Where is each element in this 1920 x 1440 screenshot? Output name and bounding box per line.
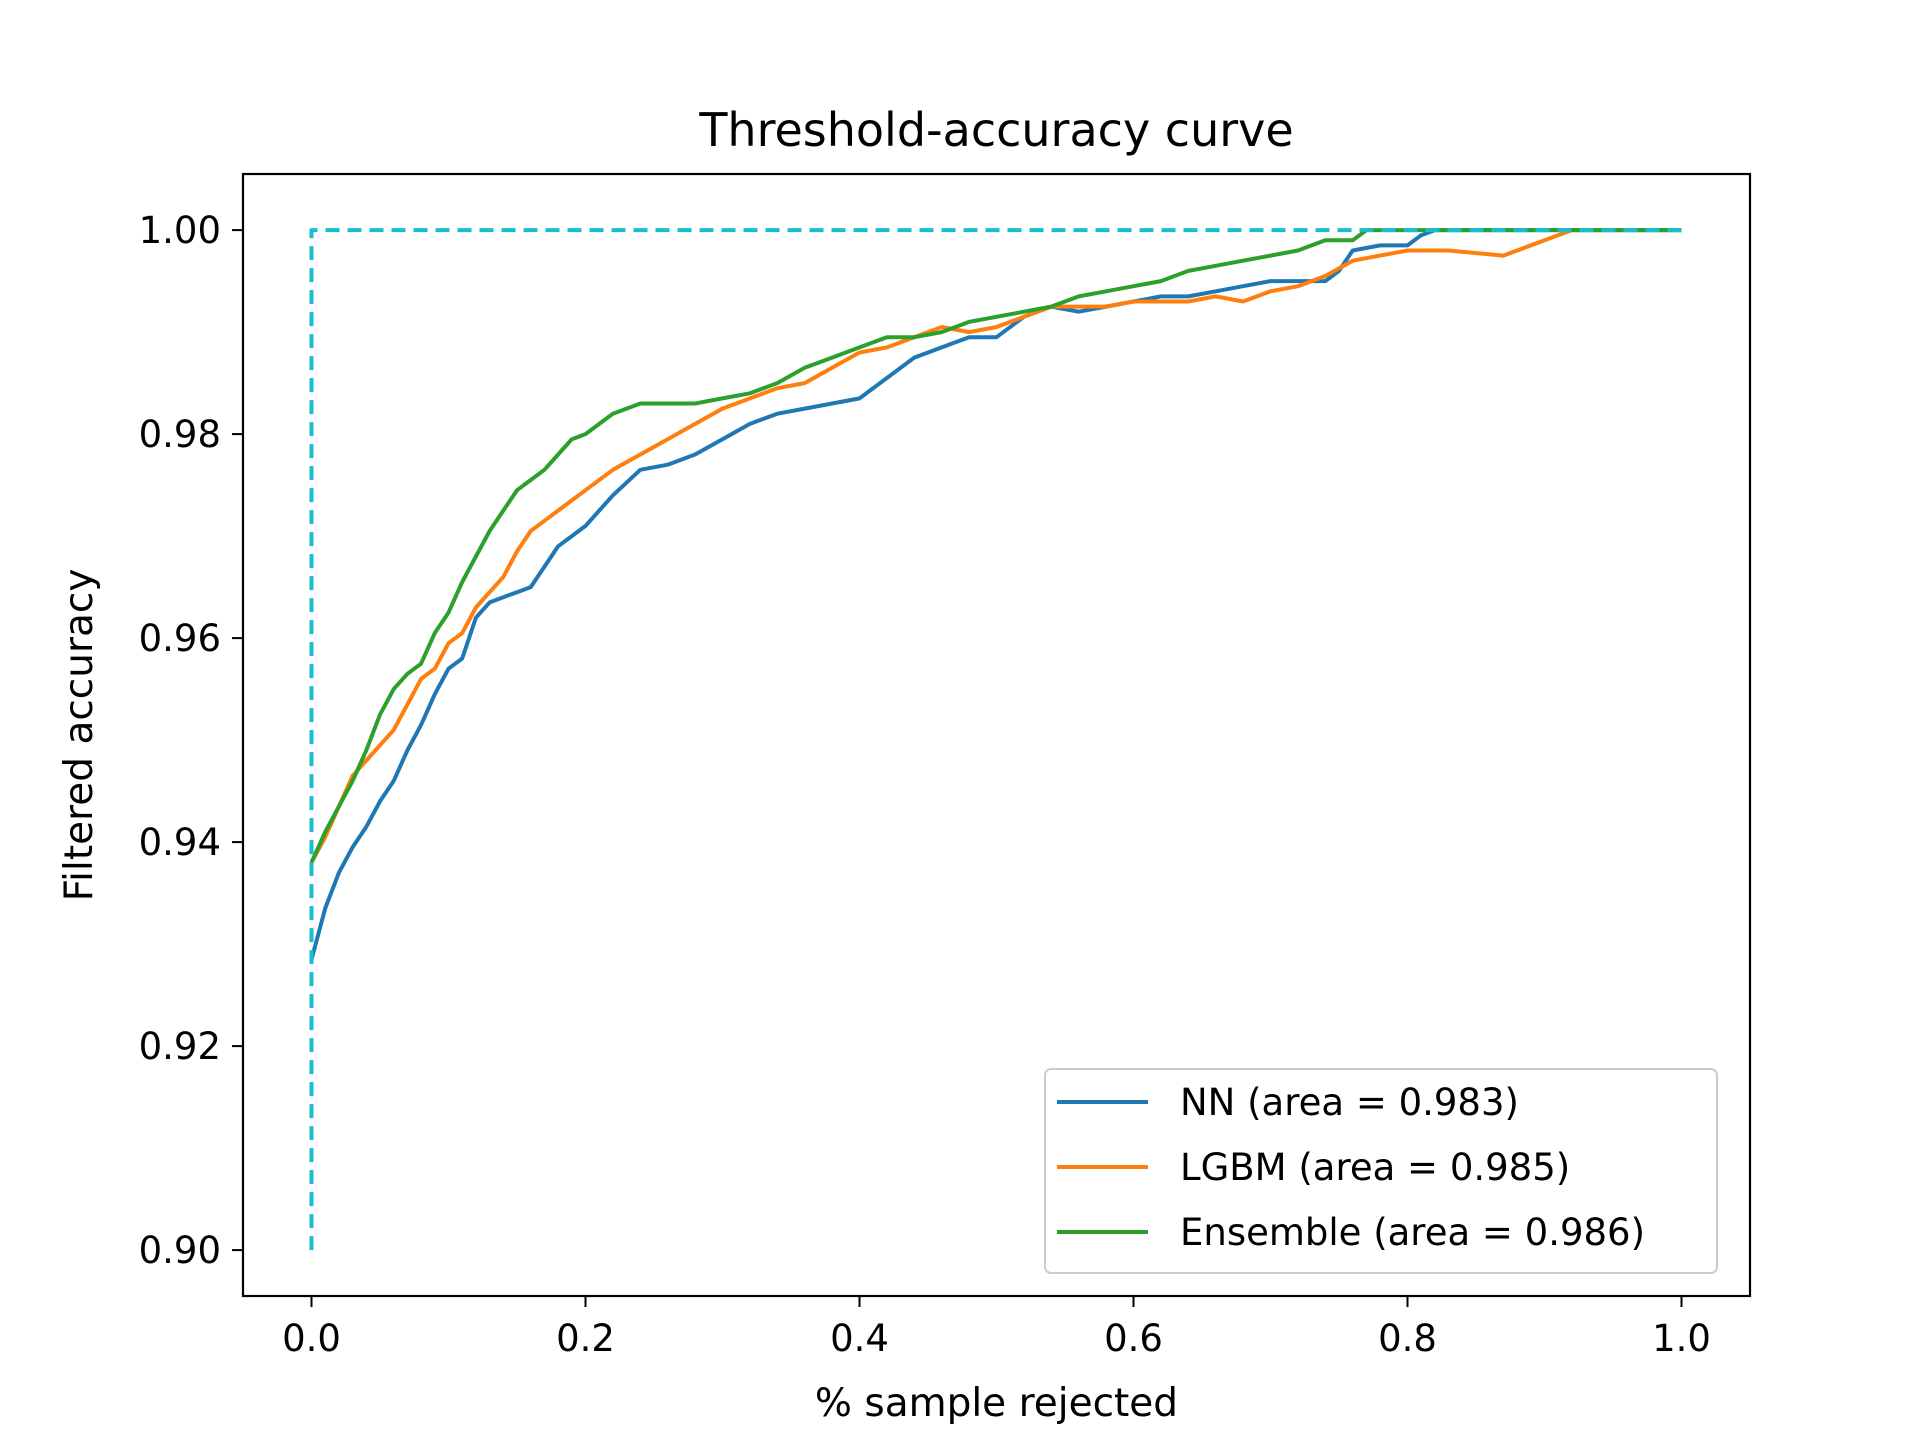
y-tick-label: 0.92 xyxy=(139,1025,221,1068)
x-tick-label: 0.4 xyxy=(830,1317,889,1360)
legend-entry: LGBM (area = 0.985) xyxy=(1180,1146,1570,1189)
reference-line xyxy=(309,228,1682,1251)
y-tick-label: 0.94 xyxy=(139,821,221,864)
x-tick-label: 0.0 xyxy=(282,1317,341,1360)
x-tick-label: 0.2 xyxy=(556,1317,615,1360)
y-tick-label: 0.96 xyxy=(139,617,221,660)
y-axis-ticks: 0.90 0.92 0.94 0.96 0.98 1.00 xyxy=(139,209,243,1272)
y-tick-label: 0.98 xyxy=(139,413,221,456)
series-line xyxy=(309,228,1682,864)
x-tick-label: 0.8 xyxy=(1378,1317,1437,1360)
x-tick-label: 0.6 xyxy=(1104,1317,1163,1360)
legend-entry: Ensemble (area = 0.986) xyxy=(1180,1211,1645,1254)
series-line xyxy=(309,228,1682,864)
legend-box xyxy=(1044,1068,1718,1274)
y-tick-label: 1.00 xyxy=(139,209,221,252)
x-tick-label: 1.0 xyxy=(1652,1317,1711,1360)
y-tick-label: 0.90 xyxy=(139,1229,221,1272)
plot-lines xyxy=(309,228,1682,1251)
series-line xyxy=(309,228,1682,960)
chart-title: Threshold-accuracy curve xyxy=(698,103,1293,157)
x-axis-ticks: 0.0 0.2 0.4 0.6 0.8 1.0 xyxy=(282,1296,1711,1360)
axes-frame xyxy=(241,172,1752,1298)
legend: NN (area = 0.983) LGBM (area = 0.985) Ense… xyxy=(1044,1068,1718,1274)
y-axis-label: Filtered accuracy xyxy=(57,569,102,902)
x-axis-label: % sample rejected xyxy=(815,1381,1178,1426)
legend-entry: NN (area = 0.983) xyxy=(1180,1081,1519,1124)
